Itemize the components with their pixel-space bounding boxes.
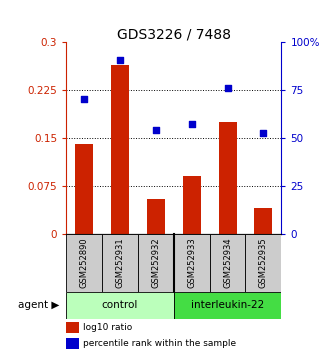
Text: GSM252890: GSM252890 xyxy=(80,238,89,288)
Text: GSM252935: GSM252935 xyxy=(259,238,268,288)
Text: GSM252933: GSM252933 xyxy=(187,238,196,288)
Bar xyxy=(174,292,281,319)
Bar xyxy=(147,199,165,234)
Bar xyxy=(75,144,93,234)
Point xyxy=(189,121,194,127)
Bar xyxy=(111,65,129,234)
Point xyxy=(117,57,122,63)
Bar xyxy=(246,234,281,292)
Bar xyxy=(66,322,79,333)
Point xyxy=(225,86,230,91)
Text: interleukin-22: interleukin-22 xyxy=(191,300,264,310)
Text: GSM252931: GSM252931 xyxy=(116,238,124,288)
Text: GSM252932: GSM252932 xyxy=(151,238,160,288)
Text: GSM252934: GSM252934 xyxy=(223,238,232,288)
Bar xyxy=(66,234,102,292)
Title: GDS3226 / 7488: GDS3226 / 7488 xyxy=(117,27,231,41)
Point xyxy=(81,96,87,101)
Bar xyxy=(255,208,272,234)
Text: agent ▶: agent ▶ xyxy=(18,300,60,310)
Bar xyxy=(183,176,201,234)
Bar xyxy=(66,338,79,349)
Text: percentile rank within the sample: percentile rank within the sample xyxy=(83,339,237,348)
Bar xyxy=(138,234,174,292)
Point xyxy=(261,130,266,136)
Bar xyxy=(174,234,210,292)
Text: log10 ratio: log10 ratio xyxy=(83,323,133,332)
Text: control: control xyxy=(102,300,138,310)
Bar xyxy=(210,234,246,292)
Point xyxy=(153,127,159,133)
Bar xyxy=(218,122,237,234)
Bar xyxy=(66,292,174,319)
Bar xyxy=(102,234,138,292)
